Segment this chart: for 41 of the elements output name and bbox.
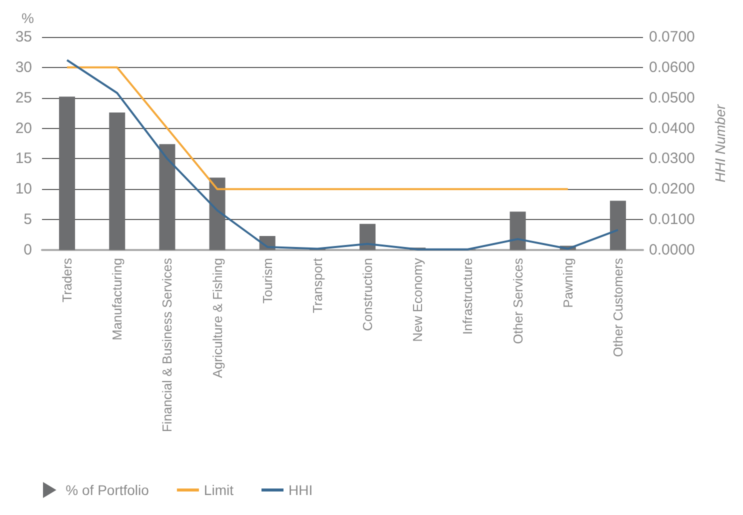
bar xyxy=(109,112,126,250)
x-tick-label: Other Services xyxy=(510,258,526,344)
x-tick-label: Traders xyxy=(60,258,75,302)
bar xyxy=(209,178,226,250)
y-tick-label: 25 xyxy=(15,89,32,106)
y2-tick-label: 0.0600 xyxy=(649,58,695,76)
y2-tick-label: 0.0000 xyxy=(649,242,695,258)
y-tick-label: 0 xyxy=(24,242,32,258)
y2-tick-label: 0.0200 xyxy=(649,180,695,198)
x-tick-label: Agriculture & Fishing xyxy=(210,258,225,378)
y2-tick-label: 0.0400 xyxy=(649,120,695,137)
y-tick-label: 30 xyxy=(15,58,32,76)
legend-label: HHI xyxy=(288,482,313,498)
x-tick-label: Manufacturing xyxy=(110,258,125,340)
y-tick-label: 20 xyxy=(15,120,32,137)
legend-label: % of Portfolio xyxy=(66,482,150,498)
y-tick-label: 15 xyxy=(15,150,32,168)
bar xyxy=(510,212,526,250)
y2-tick-label: 0.0100 xyxy=(649,211,695,228)
y-tick-label: 10 xyxy=(15,180,32,198)
y-tick-label: 5 xyxy=(24,211,32,228)
bar xyxy=(610,200,626,250)
x-tick-label: Infrastructure xyxy=(460,258,476,335)
x-tick-label: Construction xyxy=(360,258,376,331)
bar xyxy=(360,224,376,250)
x-tick-label: Pawning xyxy=(560,258,576,308)
legend-label: Limit xyxy=(204,482,234,498)
x-tick-label: Financial & Business Services xyxy=(160,258,175,432)
y-axis-title: % xyxy=(22,10,34,26)
y2-tick-label: 0.0700 xyxy=(649,28,695,46)
y2-tick-label: 0.0500 xyxy=(649,89,695,106)
y2-axis-title: HHI Number xyxy=(712,103,728,182)
x-tick-label: Tourism xyxy=(260,258,275,304)
x-tick-label: Other Customers xyxy=(610,258,626,357)
line-series xyxy=(66,59,619,250)
bar xyxy=(59,96,76,250)
x-tick-label: Transport xyxy=(310,258,325,314)
bar xyxy=(159,144,176,250)
y-tick-label: 35 xyxy=(15,28,32,46)
y2-tick-label: 0.0300 xyxy=(649,150,695,168)
x-tick-label: New Economy xyxy=(410,258,426,342)
